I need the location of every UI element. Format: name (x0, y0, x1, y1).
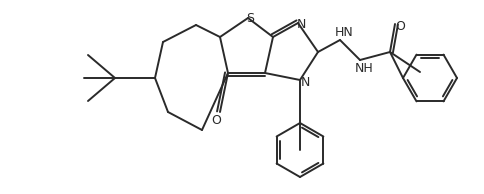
Text: S: S (246, 11, 254, 24)
Text: O: O (395, 20, 405, 33)
Text: N: N (300, 75, 310, 88)
Text: O: O (211, 113, 221, 126)
Text: N: N (296, 18, 306, 31)
Text: NH: NH (355, 61, 373, 74)
Text: HN: HN (334, 27, 353, 40)
